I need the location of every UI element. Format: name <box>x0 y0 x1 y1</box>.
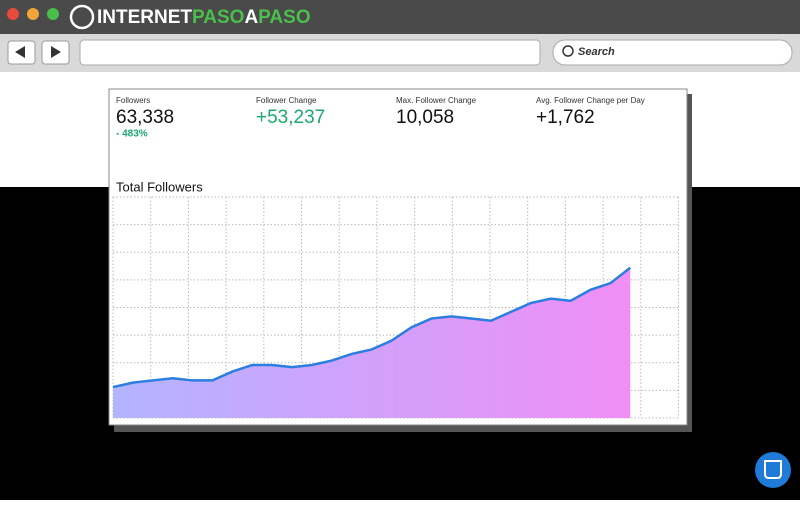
logo-part: PASO <box>258 7 310 28</box>
search-box[interactable] <box>552 39 793 66</box>
minimize-button[interactable] <box>27 8 39 20</box>
logo-icon <box>69 4 95 30</box>
search-text: Search <box>578 46 615 58</box>
chart-title: Total Followers <box>116 179 203 194</box>
stat-value: 63,338 <box>116 107 174 128</box>
stat-value: +53,237 <box>256 107 325 128</box>
stat-value: 10,058 <box>396 107 454 128</box>
logo-part: INTERNET <box>97 7 192 28</box>
logo-part: PASO <box>192 7 244 28</box>
logo: INTERNETPASOAPASO <box>97 7 311 28</box>
search-icon <box>562 45 574 57</box>
maximize-button[interactable] <box>47 8 59 20</box>
area <box>113 267 631 418</box>
logo-part: A <box>244 7 258 28</box>
stat-label: Max. Follower Change <box>396 96 477 105</box>
forward-icon <box>51 46 61 58</box>
title-bar <box>0 0 800 34</box>
back-icon <box>15 46 25 58</box>
close-button[interactable] <box>7 8 19 20</box>
chat-icon <box>764 460 782 479</box>
chat-button[interactable] <box>755 452 791 488</box>
line <box>112 266 632 389</box>
stat-value: +1,762 <box>536 107 595 128</box>
stat-label: Follower Change <box>256 96 317 105</box>
stat-label: Avg. Follower Change per Day <box>536 96 645 105</box>
stat-label: Followers <box>116 96 150 105</box>
stat-change: - 483% <box>116 129 148 140</box>
address-bar[interactable] <box>79 39 541 66</box>
